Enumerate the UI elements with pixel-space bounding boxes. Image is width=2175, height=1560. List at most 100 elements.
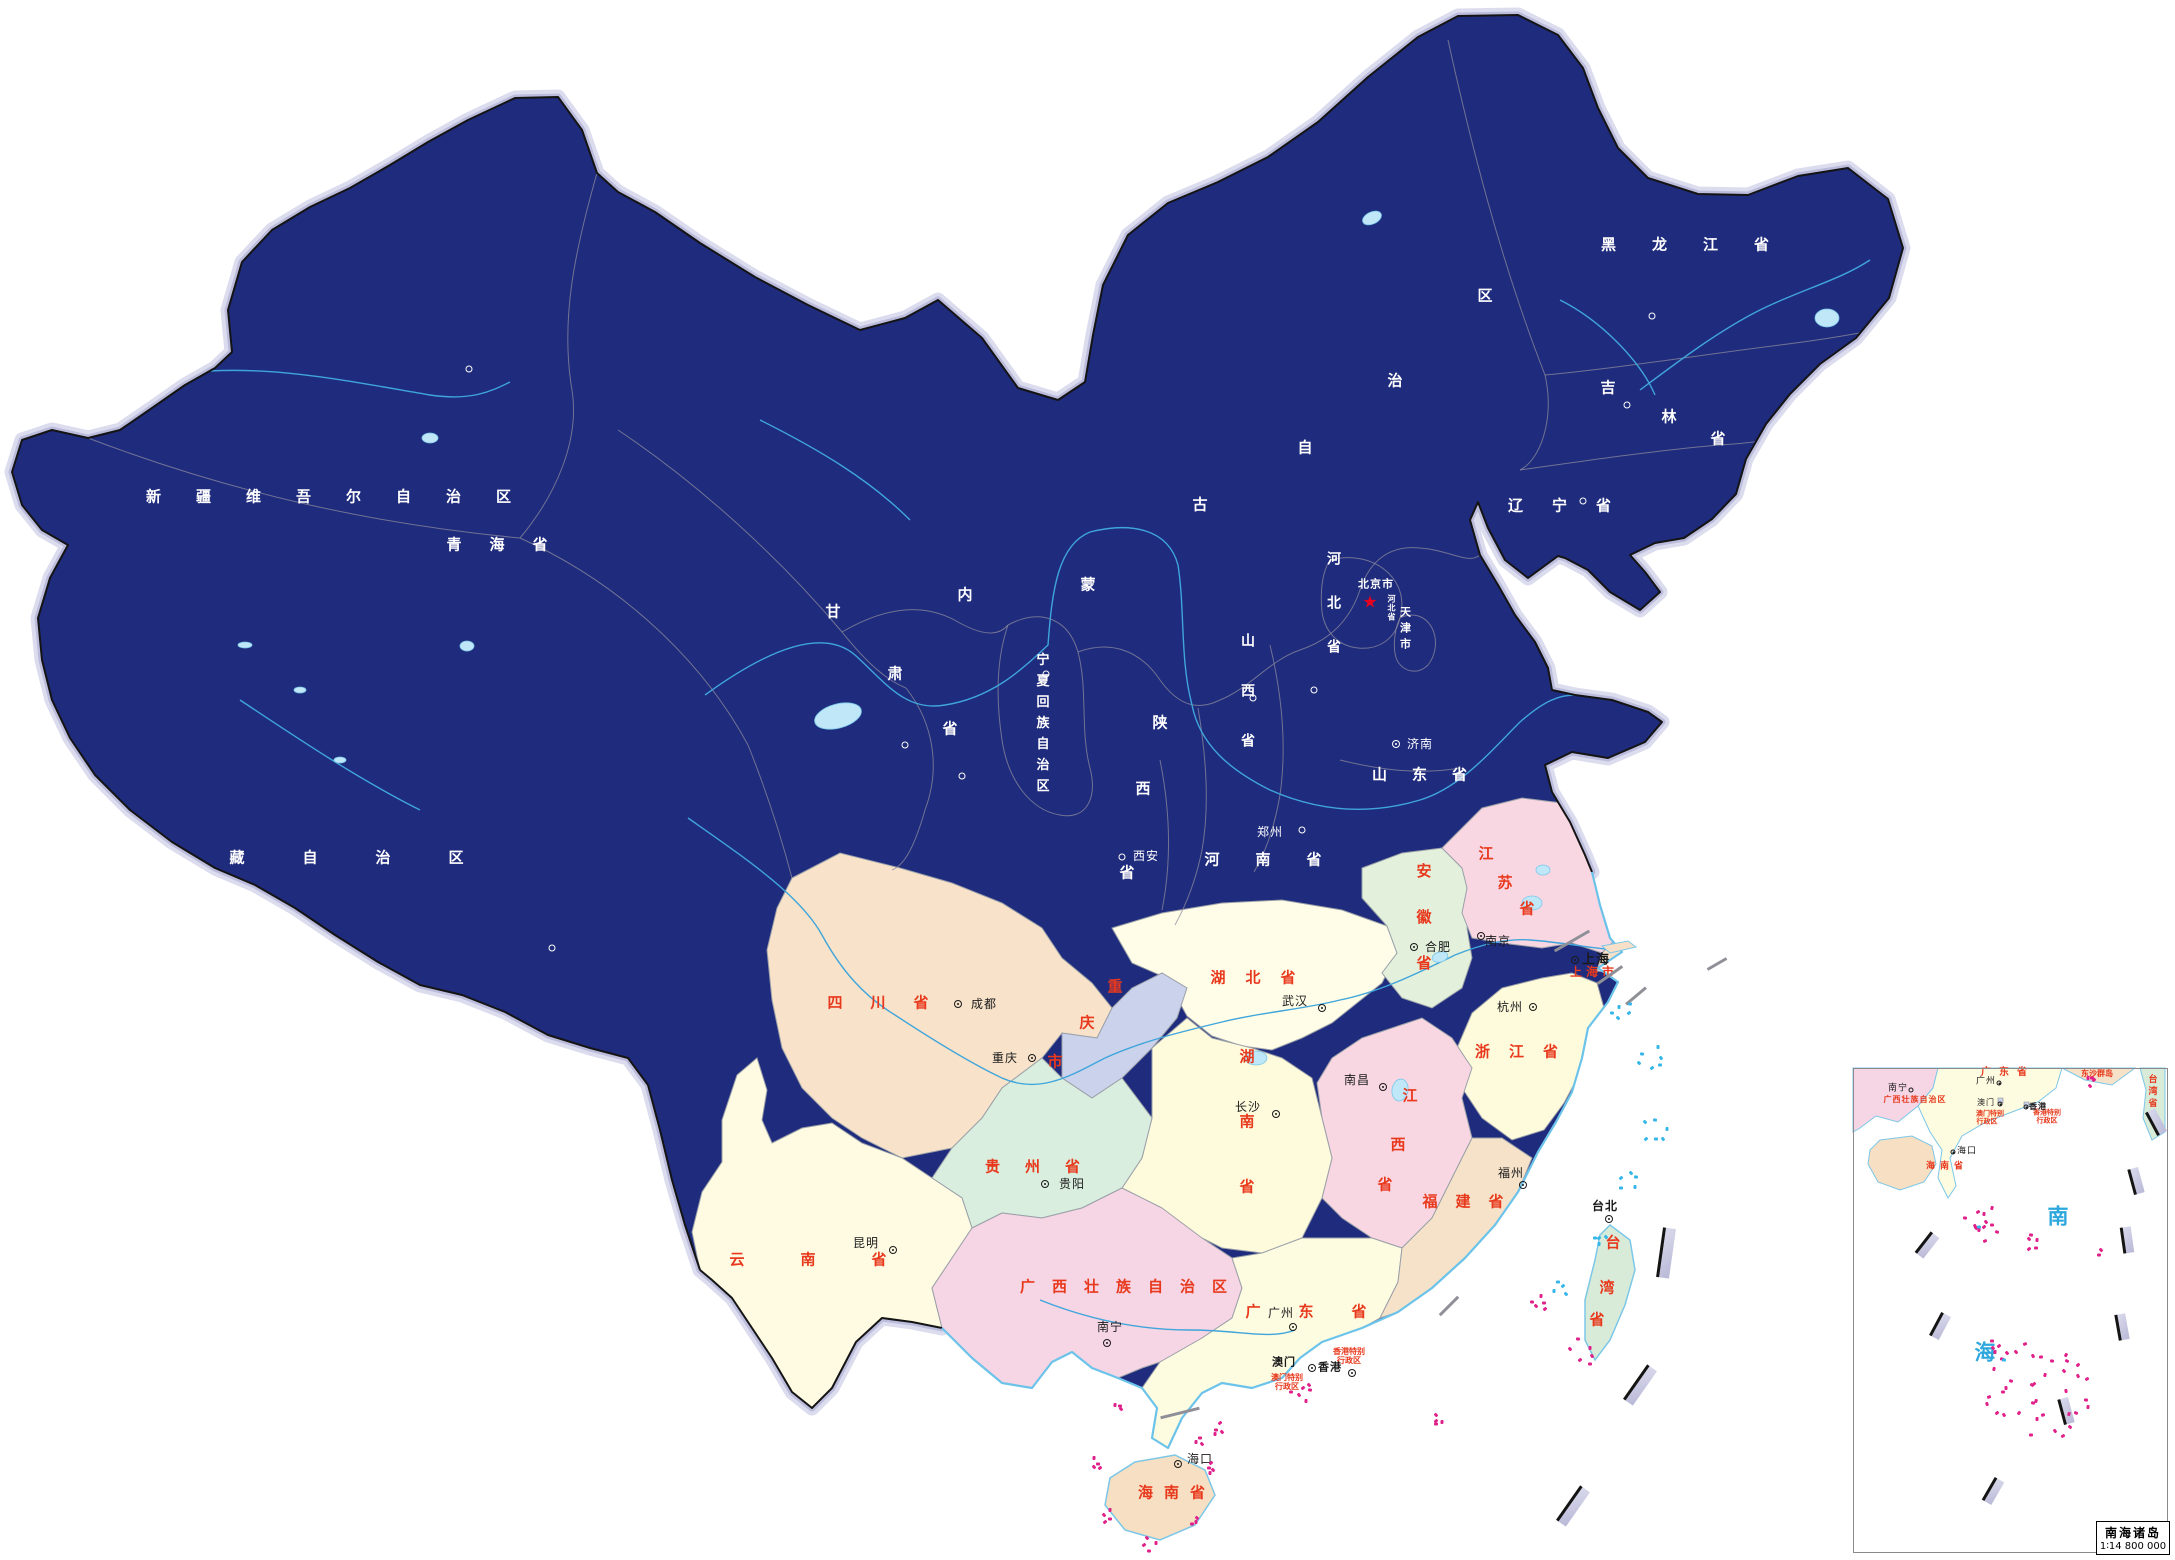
city-marker [1028,1054,1036,1062]
internal-province-border [841,609,1009,634]
city-label: 澳门 [1272,1355,1296,1369]
islet-dot [1592,1236,1597,1240]
city-marker [1289,1323,1297,1331]
national-border-north [11,14,1904,1271]
islet-dot [1214,1428,1219,1432]
city-marker [1529,1003,1537,1011]
city-label: 昆明 [852,1236,880,1250]
city-marker [1605,1215,1613,1223]
region-label-char: 蒙 [1080,575,1096,594]
lake [293,686,307,694]
city-marker [1410,943,1418,951]
city-label: 郑州 [1256,825,1284,839]
islet-dot [1633,1174,1639,1179]
city-label: 杭州 [1496,1000,1524,1014]
lake [421,432,439,444]
region-label-char: 自 [1297,438,1313,457]
islet-dot [2089,1076,2094,1080]
region-label-char: 庆 [1079,1013,1095,1032]
islet-dot [1665,1127,1669,1132]
region-label-char: 江 [1478,844,1494,863]
city-label: 重庆 [991,1051,1019,1065]
city-label: 南宁 [1096,1320,1124,1334]
city-marker [1571,956,1579,964]
islet-dot [1655,1044,1660,1049]
internal-province-border [1174,707,1207,926]
islet-dot [1618,1186,1623,1190]
islet-dot [1118,1404,1123,1408]
islet-dot [2096,1253,2101,1257]
lake [814,702,862,730]
islet-dot [1616,1005,1621,1010]
internal-province-border [891,687,934,871]
region-label: 河北省 [1325,551,1341,683]
river [759,419,911,521]
islet-dot [1194,1439,1198,1444]
region-label: 海南省 [1137,1483,1217,1502]
region-label: 云南省 [729,1250,943,1269]
islet-dot [2002,1358,2007,1362]
islet-dot [1990,1339,1995,1343]
city-label: 长沙 [1234,1100,1262,1114]
region-label-char: 肃 [887,664,903,683]
internal-province-border [617,429,907,689]
internal-province-border [87,437,521,539]
city-marker [954,1000,962,1008]
city-label: 武汉 [1281,994,1309,1008]
internal-province-border [997,616,1093,817]
city-label: 上海 [1581,952,1611,968]
internal-province-border [1159,759,1170,911]
city-label: 福州 [1497,1166,1525,1180]
city-label: 广州 [1267,1306,1295,1320]
city-label: 西安 [1132,849,1160,863]
lake [1431,951,1449,963]
region-label: 安徽省 [1414,863,1433,1001]
city-label: 南宁 [1887,1083,1909,1094]
region-label-char: 西 [1390,1135,1406,1154]
inset-caption-box: 南海诸岛 1∶14 800 000 [2096,1521,2170,1555]
region-label-char: 区 [1477,286,1493,305]
province-guangxi [931,1187,1243,1389]
islet-dot [1633,1185,1637,1190]
region-label: 贵州省 [984,1157,1106,1176]
islet-dot [1542,1301,1547,1305]
inset-title: 南海诸岛 [2104,1526,2161,1540]
city-marker [1272,1110,1280,1118]
region-label: 北京市 [1358,577,1394,591]
region-label: 青海省 [446,535,576,554]
city-label: 广州 [1975,1076,1997,1087]
lake [459,640,475,652]
south-china-sea-inset-frame [1853,1068,2168,1553]
lake [1391,1078,1409,1102]
island-hainan [1104,1454,1216,1541]
inset-scale: 1∶14 800 000 [2099,1541,2167,1552]
islet-dot [1190,1522,1195,1526]
region-label: 湖北省 [1210,968,1316,987]
city-marker [889,1246,897,1254]
internal-province-border [1544,329,1876,376]
city-marker [1997,1101,2003,1107]
islet-dot [1434,1422,1439,1426]
provinces-layer [87,39,1876,1448]
lake [361,147,375,157]
internal-province-border [1339,759,1461,772]
city-label: 海口 [1186,1452,1214,1466]
river [1639,259,1871,391]
islet-dot [1198,1436,1203,1440]
region-label-char: 省 [1119,863,1135,882]
islet-dot [1529,1299,1534,1304]
lake [1535,864,1551,876]
islet-dot [1112,1402,1117,1407]
city-marker [1996,1080,2002,1086]
region-label-char: 林 [1661,407,1677,426]
region-label: 行政区 [1275,1382,1299,1391]
city-marker [1477,932,1485,940]
islet-dot [1095,1462,1100,1466]
city-label: 济南 [1406,737,1434,751]
city-marker [2023,1104,2029,1110]
region-label-char: 西 [1135,779,1151,798]
city-marker [1379,1083,1387,1091]
city-label: 成都 [970,997,998,1011]
city-label: 香港 [1318,1360,1342,1374]
